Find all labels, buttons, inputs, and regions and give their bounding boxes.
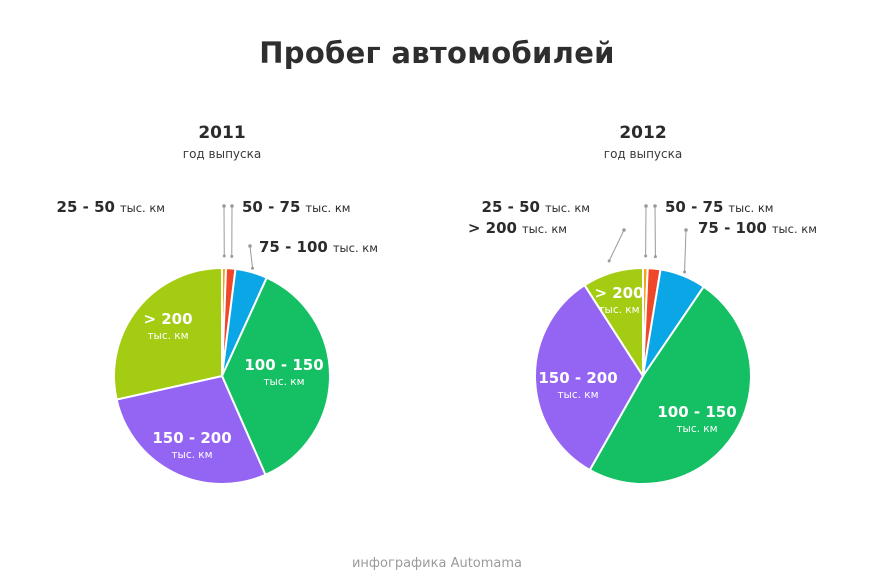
leader-dot [684, 228, 688, 232]
slice-label: 75 - 100 тыс. км [698, 219, 817, 237]
credit-text: инфографика Automama [351, 556, 523, 571]
slice-label: > 200 [594, 284, 643, 302]
leader-dot [607, 259, 611, 263]
slice-label: 50 - 75 тыс. км [665, 198, 773, 216]
pie-slice [221, 276, 331, 476]
pie-slice [534, 284, 644, 471]
chart-year-label: 2011 [198, 123, 245, 143]
leader-dot [222, 204, 226, 208]
slice-label: 150 - 200 [152, 429, 231, 447]
leader-dot [683, 270, 687, 274]
slice-label: 25 - 50 тыс. км [57, 198, 165, 216]
leader-line [608, 229, 625, 262]
slice-label: 75 - 100 тыс. км [259, 238, 378, 256]
leader-dot [222, 254, 226, 258]
leader-dot [230, 254, 234, 258]
leader-dot [248, 244, 252, 248]
slice-label: 25 - 50 тыс. км [482, 198, 590, 216]
slice-label: 150 - 200 [538, 369, 617, 387]
leader-dot [644, 254, 648, 258]
pie-slice [583, 267, 644, 377]
leader-line [249, 245, 254, 269]
slice-label: 100 - 150 [657, 403, 736, 421]
slice-unit-label: тыс. км [147, 330, 188, 342]
chart-subtitle: год выпуска [183, 147, 261, 161]
slice-unit-label: тыс. км [676, 423, 717, 435]
slice-unit-label: тыс. км [557, 389, 598, 401]
slice-unit-label: тыс. км [171, 449, 212, 461]
slice-label: > 200 [143, 310, 192, 328]
slice-unit-label: тыс. км [598, 304, 639, 316]
slice-unit-label: тыс. км [263, 376, 304, 388]
pie-chart-2012: 2012 год выпуска 25 - 50 тыс. км 50 - 75 тыс.… [468, 123, 817, 485]
leader-dot [653, 204, 657, 208]
leader-dot [644, 204, 648, 208]
pie-slice [115, 375, 267, 485]
leader-dot [622, 228, 626, 232]
leader-line [684, 229, 687, 273]
pie-slice [588, 285, 752, 485]
leader-dot [230, 204, 234, 208]
slice-label: > 200 тыс. км [468, 219, 567, 237]
leader-dot [251, 266, 255, 270]
chart-year-label: 2012 [619, 123, 666, 143]
pie-slice [113, 267, 223, 401]
pie-chart-2011: 2011 год выпуска 25 - 50 тыс. км 50 - 75 тыс.… [57, 123, 378, 485]
slice-label: 100 - 150 [244, 356, 323, 374]
leader-dot [653, 255, 657, 259]
chart-title: Пробег автомобилей [259, 36, 615, 70]
slice-label: 50 - 75 тыс. км [242, 198, 350, 216]
chart-subtitle: год выпуска [604, 147, 682, 161]
